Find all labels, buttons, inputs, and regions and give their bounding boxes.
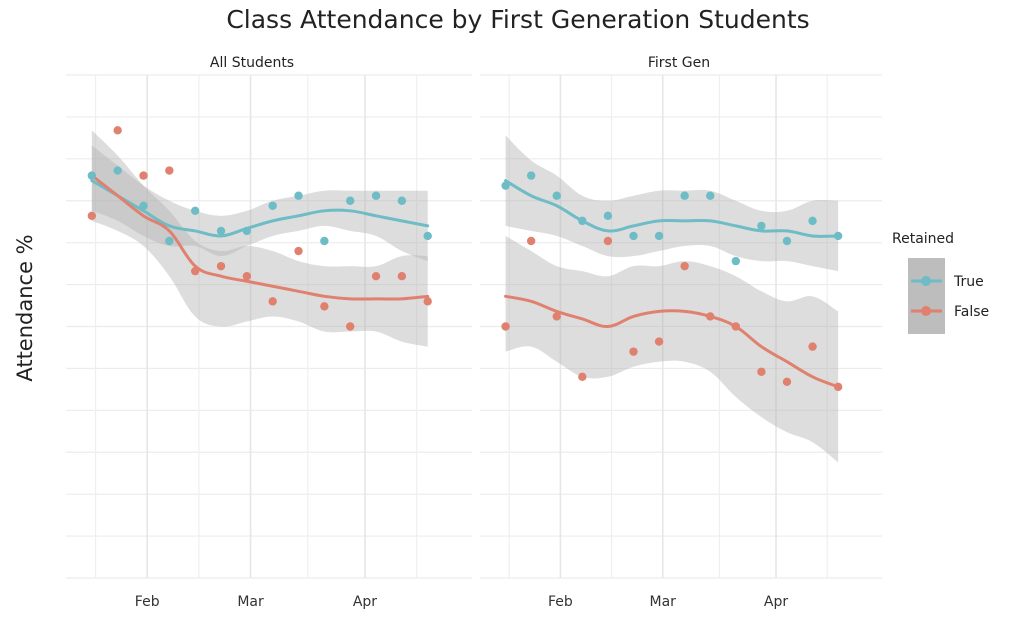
data-point-false [833, 382, 843, 392]
legend-key-background [908, 258, 945, 334]
data-point-false [808, 342, 817, 351]
legend: Retained True False [892, 231, 989, 334]
data-point-false [680, 261, 689, 271]
data-point-false [165, 166, 174, 175]
data-point-false [629, 347, 638, 356]
data-point-true [731, 256, 741, 266]
data-point-true [526, 171, 536, 180]
data-point-true [423, 231, 432, 241]
data-point-false [139, 171, 148, 180]
data-point-true [397, 196, 407, 205]
data-point-true [680, 191, 689, 200]
data-point-false [242, 272, 252, 281]
data-point-false [320, 302, 329, 311]
data-point-false [371, 272, 381, 281]
data-point-false [423, 297, 432, 306]
data-point-true [139, 201, 148, 210]
strip-label-first-gen: First Gen [648, 55, 710, 71]
data-point-false [501, 322, 510, 331]
data-point-false [782, 377, 792, 387]
legend-key-point-true [921, 276, 931, 286]
data-point-true [603, 211, 613, 221]
data-point-true [242, 226, 252, 236]
data-point-true [216, 226, 226, 236]
data-point-true [320, 236, 329, 246]
data-point-true [578, 216, 587, 226]
gridlines [66, 74, 472, 579]
confidence-band-false [505, 235, 839, 463]
data-point-true [190, 206, 200, 216]
data-point-false [87, 211, 97, 221]
data-point-false [190, 266, 200, 276]
data-point-false [526, 236, 536, 246]
data-point-true [706, 191, 715, 200]
data-point-false [731, 322, 741, 331]
legend-key-point-false [921, 306, 931, 316]
data-point-false [706, 312, 715, 321]
smooth-line-true [90, 179, 430, 238]
data-point-true [808, 216, 817, 226]
data-point-false [578, 372, 587, 381]
data-point-false [268, 297, 277, 306]
data-point-true [501, 181, 510, 190]
smooth-line-false [90, 174, 430, 301]
chart-title: Class Attendance by First Generation Stu… [226, 5, 809, 34]
confidence-band-true [505, 135, 839, 272]
panel-all-students: Feb Mar Apr All Students [66, 55, 472, 610]
x-tick-label-feb: Feb [548, 594, 573, 610]
data-point-false [216, 261, 226, 271]
y-axis-label: Attendance % [13, 234, 37, 381]
legend-title: Retained [892, 231, 954, 247]
data-point-true [757, 221, 766, 231]
data-point-false [552, 312, 561, 321]
data-point-true [654, 231, 664, 241]
data-point-true [552, 191, 561, 200]
data-point-true [165, 236, 174, 246]
smooth-line-true [504, 179, 840, 238]
data-point-false [294, 246, 303, 256]
smooth-line-false [504, 294, 840, 389]
data-point-false [757, 367, 766, 376]
x-tick-label-apr: Apr [764, 594, 788, 610]
strip-label-all-students: All Students [210, 55, 294, 71]
panel-first-gen: Feb Mar Apr First Gen [480, 55, 882, 610]
data-point-true [87, 171, 97, 180]
x-tick-label-feb: Feb [135, 594, 160, 610]
gridlines [480, 74, 882, 579]
legend-label-true: True [953, 274, 984, 290]
data-point-true [371, 191, 381, 200]
data-point-true [782, 236, 792, 246]
data-point-true [629, 231, 638, 241]
legend-label-false: False [954, 304, 989, 320]
data-point-true [268, 201, 277, 210]
data-point-false [654, 337, 664, 346]
data-point-false [113, 126, 122, 135]
data-point-true [833, 231, 843, 241]
data-point-false [397, 272, 407, 281]
data-point-false [603, 236, 613, 246]
x-tick-label-mar: Mar [237, 594, 264, 610]
data-point-true [294, 191, 303, 200]
x-tick-label-apr: Apr [353, 594, 377, 610]
confidence-band-false [91, 130, 428, 347]
x-tick-label-mar: Mar [650, 594, 677, 610]
data-point-true [346, 196, 355, 205]
confidence-band-true [91, 145, 428, 262]
data-point-false [346, 322, 355, 331]
data-point-true [113, 166, 122, 175]
